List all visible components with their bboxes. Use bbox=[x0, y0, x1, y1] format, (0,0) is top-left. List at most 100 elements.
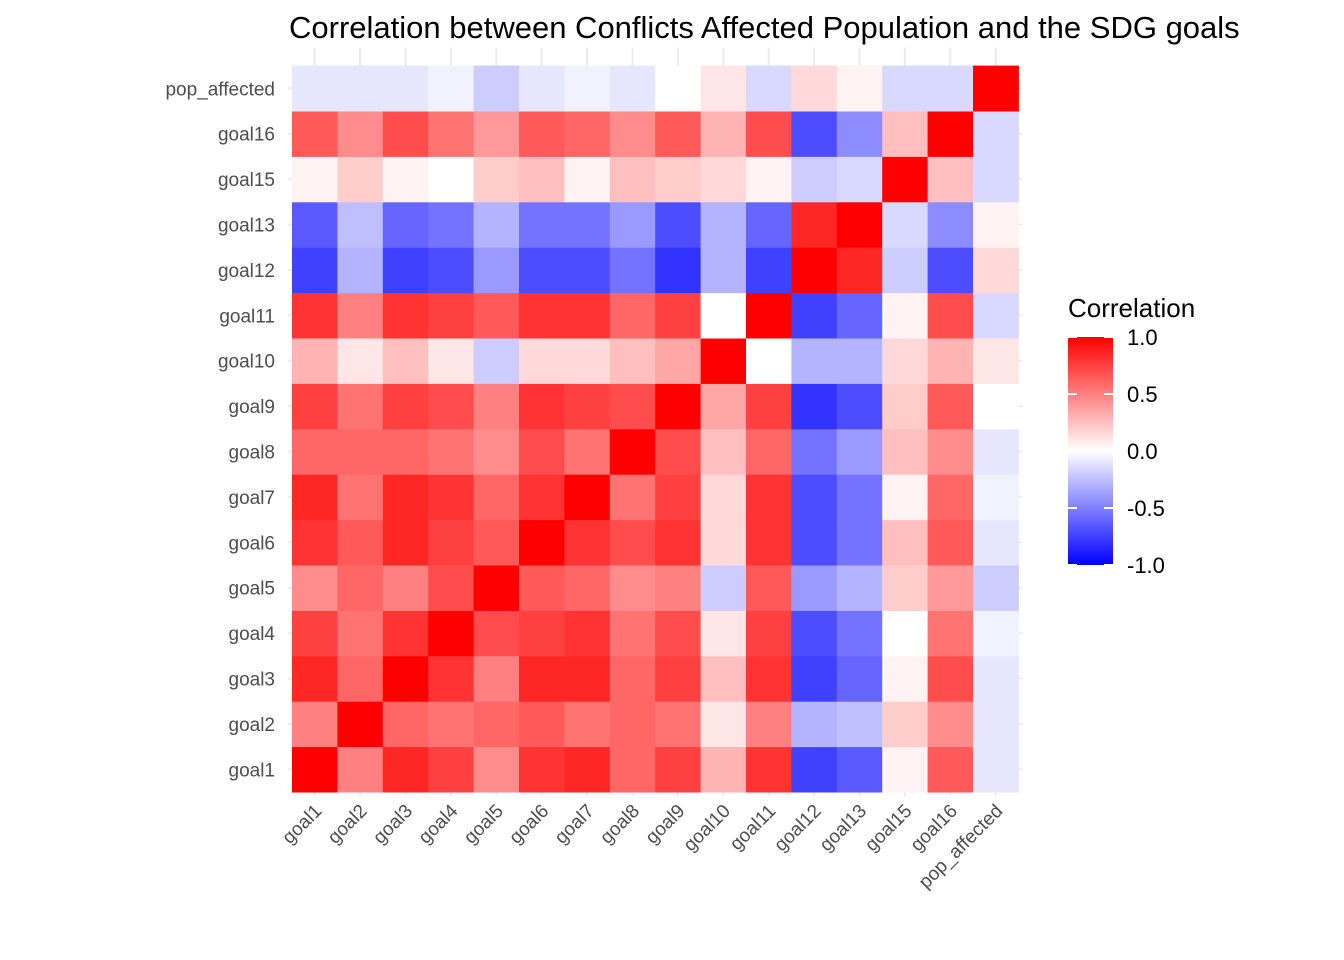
x-tick-label: goal8 bbox=[596, 801, 644, 849]
heatmap-cell bbox=[519, 383, 565, 430]
heatmap-cell bbox=[428, 565, 475, 611]
y-tick-label: goal6 bbox=[229, 533, 276, 554]
heatmap-cell bbox=[428, 655, 475, 702]
heatmap-cell bbox=[564, 474, 611, 521]
heatmap-cell bbox=[292, 383, 338, 430]
y-tick-label: goal15 bbox=[218, 170, 275, 191]
heatmap-cell bbox=[655, 519, 702, 566]
heatmap-cell bbox=[655, 383, 702, 430]
heatmap-cell bbox=[927, 610, 974, 657]
heatmap-cell bbox=[428, 292, 475, 339]
heatmap-cell bbox=[337, 565, 384, 611]
heatmap-cell bbox=[882, 156, 929, 203]
heatmap-cell bbox=[564, 655, 611, 702]
y-tick-label: goal13 bbox=[218, 216, 275, 237]
heatmap-cell bbox=[655, 474, 702, 521]
heatmap-cell bbox=[836, 156, 883, 203]
heatmap-cell bbox=[700, 519, 747, 566]
heatmap-cell bbox=[700, 565, 747, 611]
heatmap-cell bbox=[655, 247, 702, 294]
heatmap-cell bbox=[609, 474, 656, 521]
heatmap-cell bbox=[791, 338, 838, 384]
heatmap-cell bbox=[337, 746, 384, 793]
heatmap-cell bbox=[655, 746, 702, 793]
heatmap-cell bbox=[382, 383, 429, 430]
heatmap-cell bbox=[564, 565, 611, 611]
y-tick-label: goal9 bbox=[229, 397, 276, 418]
heatmap-cell bbox=[700, 292, 747, 339]
heatmap-cell bbox=[655, 428, 702, 475]
x-tick-label: goal12 bbox=[770, 801, 825, 856]
heatmap-cell bbox=[473, 746, 520, 793]
heatmap-cell bbox=[428, 383, 475, 430]
heatmap-cell bbox=[473, 65, 520, 112]
heatmap-cell bbox=[473, 519, 520, 566]
heatmap-cell bbox=[609, 610, 656, 657]
heatmap-cell bbox=[836, 655, 883, 702]
heatmap-cell bbox=[927, 201, 974, 248]
heatmap-cell bbox=[836, 746, 883, 793]
heatmap-cell bbox=[609, 292, 656, 339]
heatmap-cell bbox=[791, 156, 838, 203]
x-tick-label: goal10 bbox=[680, 801, 735, 856]
heatmap-cell bbox=[836, 111, 883, 157]
heatmap-cell bbox=[973, 247, 1019, 294]
heatmap-cell bbox=[973, 474, 1019, 521]
y-tick-label: goal7 bbox=[229, 488, 276, 509]
heatmap-cell bbox=[882, 292, 929, 339]
heatmap-cell bbox=[746, 65, 792, 112]
heatmap-cell bbox=[564, 65, 611, 112]
heatmap-cell bbox=[519, 156, 565, 203]
heatmap-cell bbox=[292, 655, 338, 702]
heatmap-cell bbox=[882, 65, 929, 112]
heatmap-cell bbox=[836, 519, 883, 566]
heatmap-cell bbox=[609, 519, 656, 566]
heatmap-cell bbox=[473, 201, 520, 248]
heatmap-cell bbox=[836, 610, 883, 657]
heatmap-cell bbox=[746, 247, 792, 294]
legend-tick-label: 0.5 bbox=[1127, 382, 1158, 407]
heatmap-cell bbox=[791, 201, 838, 248]
heatmap-cell bbox=[882, 247, 929, 294]
heatmap-cells bbox=[292, 65, 1019, 793]
heatmap-cell bbox=[791, 474, 838, 521]
heatmap-cell bbox=[382, 65, 429, 112]
y-tick-label: goal1 bbox=[229, 760, 276, 781]
heatmap-cell bbox=[337, 655, 384, 702]
heatmap-cell bbox=[791, 519, 838, 566]
x-tick-label: goal6 bbox=[506, 801, 554, 849]
heatmap-cell bbox=[791, 701, 838, 748]
heatmap-cell bbox=[927, 247, 974, 294]
heatmap-cell bbox=[382, 247, 429, 294]
heatmap-cell bbox=[655, 610, 702, 657]
heatmap-cell bbox=[519, 565, 565, 611]
heatmap-cell bbox=[428, 746, 475, 793]
heatmap-cell bbox=[564, 610, 611, 657]
heatmap-cell bbox=[519, 65, 565, 112]
heatmap-cell bbox=[746, 701, 792, 748]
legend-tick-label: -1.0 bbox=[1127, 553, 1165, 578]
heatmap-cell bbox=[882, 610, 929, 657]
heatmap-cell bbox=[519, 111, 565, 157]
y-tick-label: goal12 bbox=[218, 261, 275, 282]
heatmap-cell bbox=[564, 701, 611, 748]
heatmap-cell bbox=[519, 519, 565, 566]
heatmap-cell bbox=[473, 383, 520, 430]
y-axis-tick-labels: goal1 goal2 goal3 goal4 goal5 goal6 goal7 goal8… bbox=[165, 79, 275, 781]
heatmap-cell bbox=[927, 111, 974, 157]
heatmap-cell bbox=[746, 201, 792, 248]
heatmap-cell bbox=[473, 247, 520, 294]
heatmap-cell bbox=[382, 156, 429, 203]
heatmap-cell bbox=[337, 338, 384, 384]
heatmap-cell bbox=[791, 565, 838, 611]
heatmap-cell bbox=[519, 201, 565, 248]
heatmap-cell bbox=[519, 701, 565, 748]
x-tick-label: goal13 bbox=[816, 801, 871, 856]
heatmap-cell bbox=[564, 746, 611, 793]
heatmap-cell bbox=[746, 428, 792, 475]
heatmap-cell bbox=[609, 701, 656, 748]
heatmap-cell bbox=[564, 519, 611, 566]
y-tick-label: goal2 bbox=[229, 715, 276, 736]
heatmap-cell bbox=[564, 292, 611, 339]
